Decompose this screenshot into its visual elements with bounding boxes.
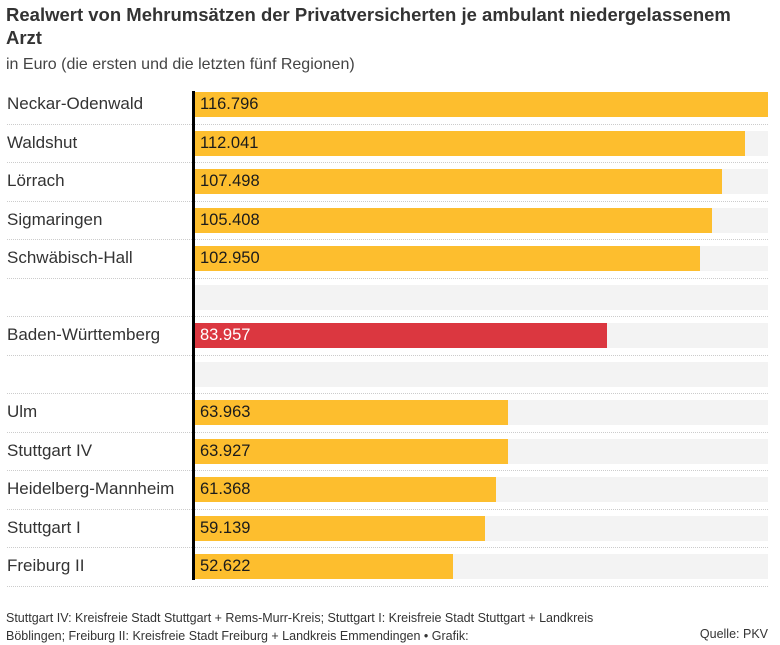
- row-divider: [7, 277, 768, 279]
- bar-track: 105.408: [194, 207, 768, 233]
- bar-track: 107.498: [194, 169, 768, 194]
- bar: [194, 554, 453, 579]
- value-label: 63.963: [200, 403, 251, 421]
- row-divider: [7, 431, 768, 433]
- bar-track: 63.927: [194, 438, 768, 464]
- category-label: Heidelberg-Mannheim: [7, 479, 175, 498]
- chart-row: Stuttgart IV 63.927: [0, 433, 768, 471]
- bar: [194, 169, 723, 194]
- chart-row: Freiburg II 52.622: [0, 548, 768, 587]
- row-divider: [7, 200, 768, 202]
- row-divider: [7, 354, 768, 356]
- footnote: Stuttgart IV: Kreisfreie Stadt Stuttgart…: [6, 611, 594, 643]
- value-label: 52.622: [200, 557, 251, 575]
- value-label: 83.957: [200, 326, 251, 344]
- chart-row: Lörrach 107.498: [0, 163, 768, 202]
- bar-track: 59.139: [194, 515, 768, 541]
- chart-title: Realwert von Mehrumsätzen der Privatvers…: [6, 4, 731, 48]
- row-divider: [7, 239, 768, 240]
- bar: [194, 207, 713, 233]
- chart-row: Sigmaringen 105.408: [0, 202, 768, 240]
- value-label: 105.408: [200, 210, 260, 229]
- value-label: 63.927: [200, 441, 251, 460]
- bar-track: [194, 284, 768, 310]
- bar-track: [194, 361, 768, 387]
- chart-subtitle: in Euro (die ersten und die letzten fünf…: [6, 56, 355, 73]
- bar-track: 112.041: [194, 130, 768, 156]
- bar: [194, 515, 485, 541]
- bar-track: 63.963: [194, 400, 768, 425]
- row-divider: [7, 470, 768, 471]
- bar-track: 83.957: [194, 323, 768, 348]
- bar-track: 116.796: [194, 92, 768, 117]
- bar-chart: Neckar-Odenwald 116.796 Waldshut 112.041 Lör…: [0, 86, 780, 587]
- baseline-axis: [192, 91, 195, 580]
- category-label: Baden-Württemberg: [7, 325, 161, 344]
- chart-row: Schwäbisch-Hall 102.950: [0, 240, 768, 279]
- bar: [194, 92, 768, 117]
- row-divider: [7, 547, 768, 548]
- bar-track: 102.950: [194, 246, 768, 271]
- bar-track: 52.622: [194, 554, 768, 579]
- category-label: Lörrach: [7, 171, 65, 190]
- bar: [194, 438, 509, 464]
- row-divider: [7, 162, 768, 163]
- value-label: 112.041: [200, 133, 259, 152]
- chart-row: Stuttgart I 59.139: [0, 510, 768, 548]
- value-label: 116.796: [200, 95, 259, 113]
- bar-track: 61.368: [194, 477, 768, 502]
- category-label: Sigmaringen: [7, 209, 103, 229]
- category-label: Freiburg II: [7, 556, 85, 575]
- chart-row: Ulm 63.963: [0, 394, 768, 433]
- chart-row: Baden-Württemberg 83.957: [0, 317, 768, 356]
- value-label: 107.498: [200, 172, 260, 190]
- row-divider: [7, 585, 768, 587]
- bar: [194, 246, 700, 271]
- row-divider: [7, 316, 768, 317]
- category-label: Stuttgart I: [7, 517, 81, 537]
- bar: [194, 130, 745, 156]
- bar: [194, 400, 509, 425]
- bar: [194, 477, 496, 502]
- value-label: 102.950: [200, 249, 260, 267]
- chart-row: [0, 279, 768, 317]
- category-label: Schwäbisch-Hall: [7, 248, 133, 267]
- chart-row: [0, 356, 768, 394]
- category-label: Waldshut: [7, 132, 78, 152]
- category-label: Ulm: [7, 402, 38, 421]
- row-divider: [7, 508, 768, 510]
- chart-row: Waldshut 112.041: [0, 125, 768, 163]
- row-divider: [7, 393, 768, 394]
- category-label: Neckar-Odenwald: [7, 94, 144, 113]
- bar-highlight: [194, 323, 607, 348]
- row-divider: [7, 123, 768, 125]
- chart-row: Heidelberg-Mannheim 61.368: [0, 471, 768, 510]
- category-label: Stuttgart IV: [7, 440, 93, 460]
- chart-row: Neckar-Odenwald 116.796: [0, 86, 768, 125]
- source-credit: Quelle: PKV: [699, 627, 768, 641]
- value-label: 61.368: [200, 480, 251, 498]
- value-label: 59.139: [200, 518, 251, 537]
